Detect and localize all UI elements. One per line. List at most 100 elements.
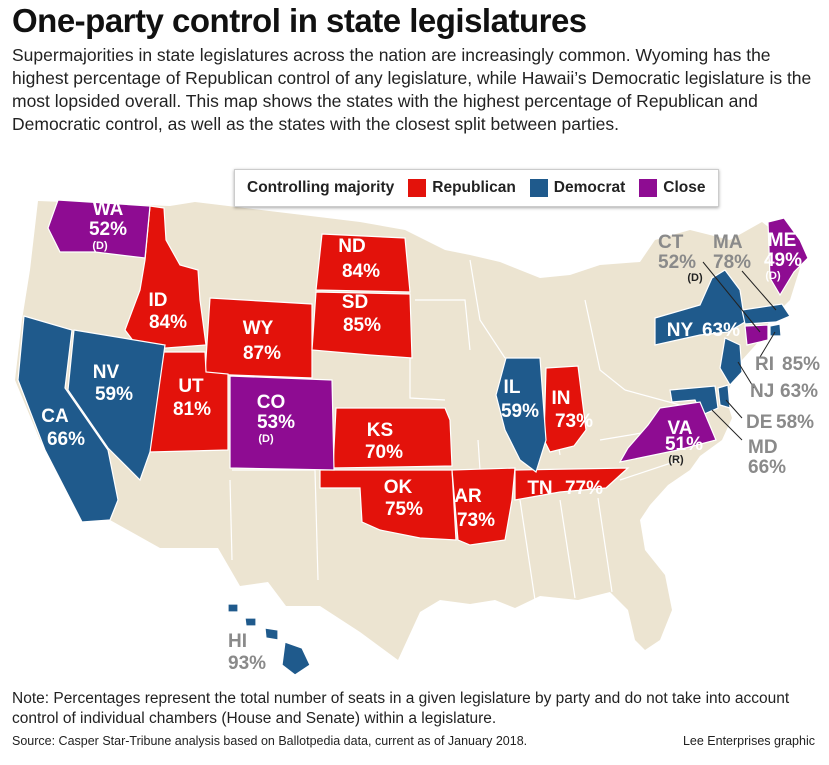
label-IL-pct: 59% xyxy=(501,401,539,422)
state-ME xyxy=(767,217,809,297)
legend-item-democrat: Democrat xyxy=(529,179,626,197)
state-labels: WA 52% (D) ID 84% WY 87% ND 84% SD 85% U… xyxy=(41,199,820,674)
state-HI-big-island xyxy=(281,641,311,676)
label-OK-pct: 75% xyxy=(385,499,423,520)
state-NJ xyxy=(719,337,743,387)
label-NJ-abbr: NJ xyxy=(750,381,774,402)
republican-states xyxy=(124,205,630,546)
state-WY xyxy=(204,297,313,379)
label-CO-pct: 53% xyxy=(257,412,295,433)
source-line: Source: Casper Star-Tribune analysis bas… xyxy=(12,734,528,748)
credit-line: Lee Enterprises graphic xyxy=(682,734,815,748)
label-VA-note: (R) xyxy=(668,454,684,466)
label-NY-abbr: NY xyxy=(667,320,694,341)
intro-paragraph: Supermajorities in state legislatures ac… xyxy=(12,45,812,134)
legend-label-republican: Republican xyxy=(432,179,516,196)
label-ME-note: (D) xyxy=(765,270,781,282)
state-WA xyxy=(47,199,151,259)
state-AR xyxy=(451,467,516,546)
label-RI-abbr: RI xyxy=(755,354,774,375)
label-RI-pct: 85% xyxy=(782,354,820,375)
label-WA-note: (D) xyxy=(92,240,108,252)
label-OK-abbr: OK xyxy=(384,477,413,498)
legend-swatch-republican xyxy=(408,179,427,197)
legend-swatch-close xyxy=(639,179,658,197)
state-OK xyxy=(319,469,457,541)
state-HI-kauai xyxy=(227,603,239,613)
label-AR-pct: 73% xyxy=(457,510,495,531)
label-HI-abbr: HI xyxy=(228,631,247,652)
legend: Controlling majority Republican Democrat… xyxy=(234,169,719,207)
label-ID-pct: 84% xyxy=(149,312,187,333)
state-CT xyxy=(744,324,769,346)
label-WY-abbr: WY xyxy=(243,318,274,339)
label-NV-abbr: NV xyxy=(93,362,120,383)
state-ID xyxy=(124,205,207,351)
state-VA xyxy=(618,401,717,463)
close-states xyxy=(47,199,809,471)
label-TN-abbr: TN xyxy=(527,478,552,499)
state-IN xyxy=(543,365,587,453)
label-IL-abbr: IL xyxy=(504,377,521,398)
state-CA xyxy=(17,315,119,523)
legend-label-close: Close xyxy=(663,179,706,196)
label-CA-abbr: CA xyxy=(41,406,69,427)
label-ND-abbr: ND xyxy=(338,236,365,257)
label-TN-pct: 77% xyxy=(565,478,603,499)
label-HI-pct: 93% xyxy=(228,653,266,674)
label-NV-pct: 59% xyxy=(95,384,133,405)
state-HI-maui xyxy=(264,627,279,641)
label-VA-abbr: VA xyxy=(668,418,693,439)
label-ID-abbr: ID xyxy=(149,290,168,311)
state-ND xyxy=(315,233,411,293)
legend-label-democrat: Democrat xyxy=(553,179,626,196)
label-UT-abbr: UT xyxy=(178,376,204,397)
label-CT-pct: 52% xyxy=(658,252,696,273)
label-KS-pct: 70% xyxy=(365,442,403,463)
democrat-states xyxy=(17,269,791,676)
label-IN-pct: 73% xyxy=(555,411,593,432)
label-VA-pct: 51% xyxy=(665,434,703,455)
footnote: Note: Percentages represent the total nu… xyxy=(12,690,790,727)
label-NJ-pct: 63% xyxy=(780,381,818,402)
label-SD-pct: 85% xyxy=(343,315,381,336)
label-DE-pct: 58% xyxy=(776,412,814,433)
state-MA xyxy=(741,303,791,325)
label-MD-pct: 66% xyxy=(748,457,786,478)
state-HI-oahu xyxy=(244,617,257,627)
state-NV xyxy=(67,329,166,482)
state-RI xyxy=(769,323,782,337)
label-WA-pct: 52% xyxy=(89,219,127,240)
map-title: One-party control in state legislatures xyxy=(12,2,587,39)
label-CO-abbr: CO xyxy=(257,392,286,413)
label-MA-abbr: MA xyxy=(713,232,743,253)
label-MA-pct: 78% xyxy=(713,252,751,273)
legend-title: Controlling majority xyxy=(247,179,395,196)
label-UT-pct: 81% xyxy=(173,399,211,420)
leader-lines xyxy=(702,261,777,441)
state-CO xyxy=(229,375,335,471)
label-CT-note: (D) xyxy=(687,272,703,284)
label-IN-abbr: IN xyxy=(552,388,571,409)
label-ME-pct: 49% xyxy=(764,250,802,271)
label-KS-abbr: KS xyxy=(367,420,393,441)
state-TN xyxy=(514,467,630,501)
label-SD-abbr: SD xyxy=(342,292,368,313)
state-SD xyxy=(311,291,413,359)
state-DE xyxy=(717,384,731,409)
legend-swatch-democrat xyxy=(529,179,548,197)
state-borders xyxy=(229,259,681,601)
legend-item-close: Close xyxy=(639,179,706,197)
label-ME-abbr: ME xyxy=(768,230,797,251)
legend-item-republican: Republican xyxy=(408,179,516,197)
label-CA-pct: 66% xyxy=(47,429,85,450)
label-MD-abbr: MD xyxy=(748,437,778,458)
label-CO-note: (D) xyxy=(258,433,274,445)
state-IL xyxy=(495,357,547,473)
label-AR-abbr: AR xyxy=(454,486,482,507)
label-WY-pct: 87% xyxy=(243,343,281,364)
label-WA-abbr: WA xyxy=(93,199,124,220)
label-DE-abbr: DE xyxy=(746,412,772,433)
label-NY-pct: 63% xyxy=(702,320,740,341)
label-CT-abbr: CT xyxy=(658,232,684,253)
